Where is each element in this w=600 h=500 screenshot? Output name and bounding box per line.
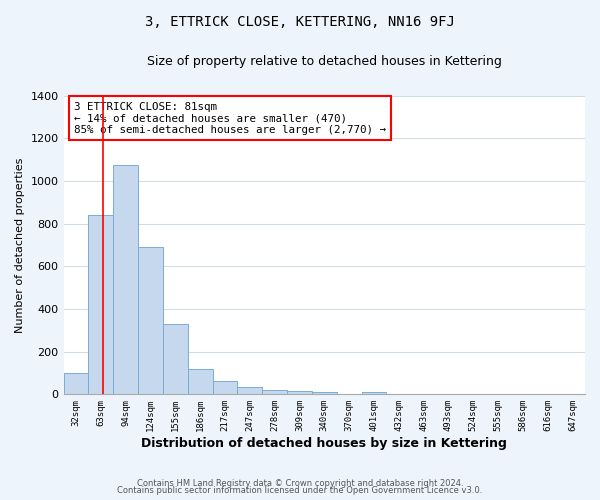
Text: Contains public sector information licensed under the Open Government Licence v3: Contains public sector information licen… (118, 486, 482, 495)
Bar (238, 387, 262, 394)
Y-axis label: Number of detached properties: Number of detached properties (15, 158, 25, 332)
Bar (362, 392, 386, 394)
Text: 3, ETTRICK CLOSE, KETTERING, NN16 9FJ: 3, ETTRICK CLOSE, KETTERING, NN16 9FJ (145, 15, 455, 29)
Text: Contains HM Land Registry data © Crown copyright and database right 2024.: Contains HM Land Registry data © Crown c… (137, 478, 463, 488)
Bar (138, 247, 163, 394)
Title: Size of property relative to detached houses in Kettering: Size of property relative to detached ho… (147, 55, 502, 68)
Bar (64, 373, 88, 394)
Bar (113, 165, 138, 394)
Bar (262, 390, 287, 394)
Text: 3 ETTRICK CLOSE: 81sqm
← 14% of detached houses are smaller (470)
85% of semi-de: 3 ETTRICK CLOSE: 81sqm ← 14% of detached… (74, 102, 386, 134)
Bar (287, 391, 312, 394)
Bar (212, 381, 238, 394)
Bar (88, 215, 113, 394)
Bar (312, 392, 337, 394)
Bar (163, 324, 188, 394)
Bar (188, 368, 212, 394)
X-axis label: Distribution of detached houses by size in Kettering: Distribution of detached houses by size … (142, 437, 507, 450)
